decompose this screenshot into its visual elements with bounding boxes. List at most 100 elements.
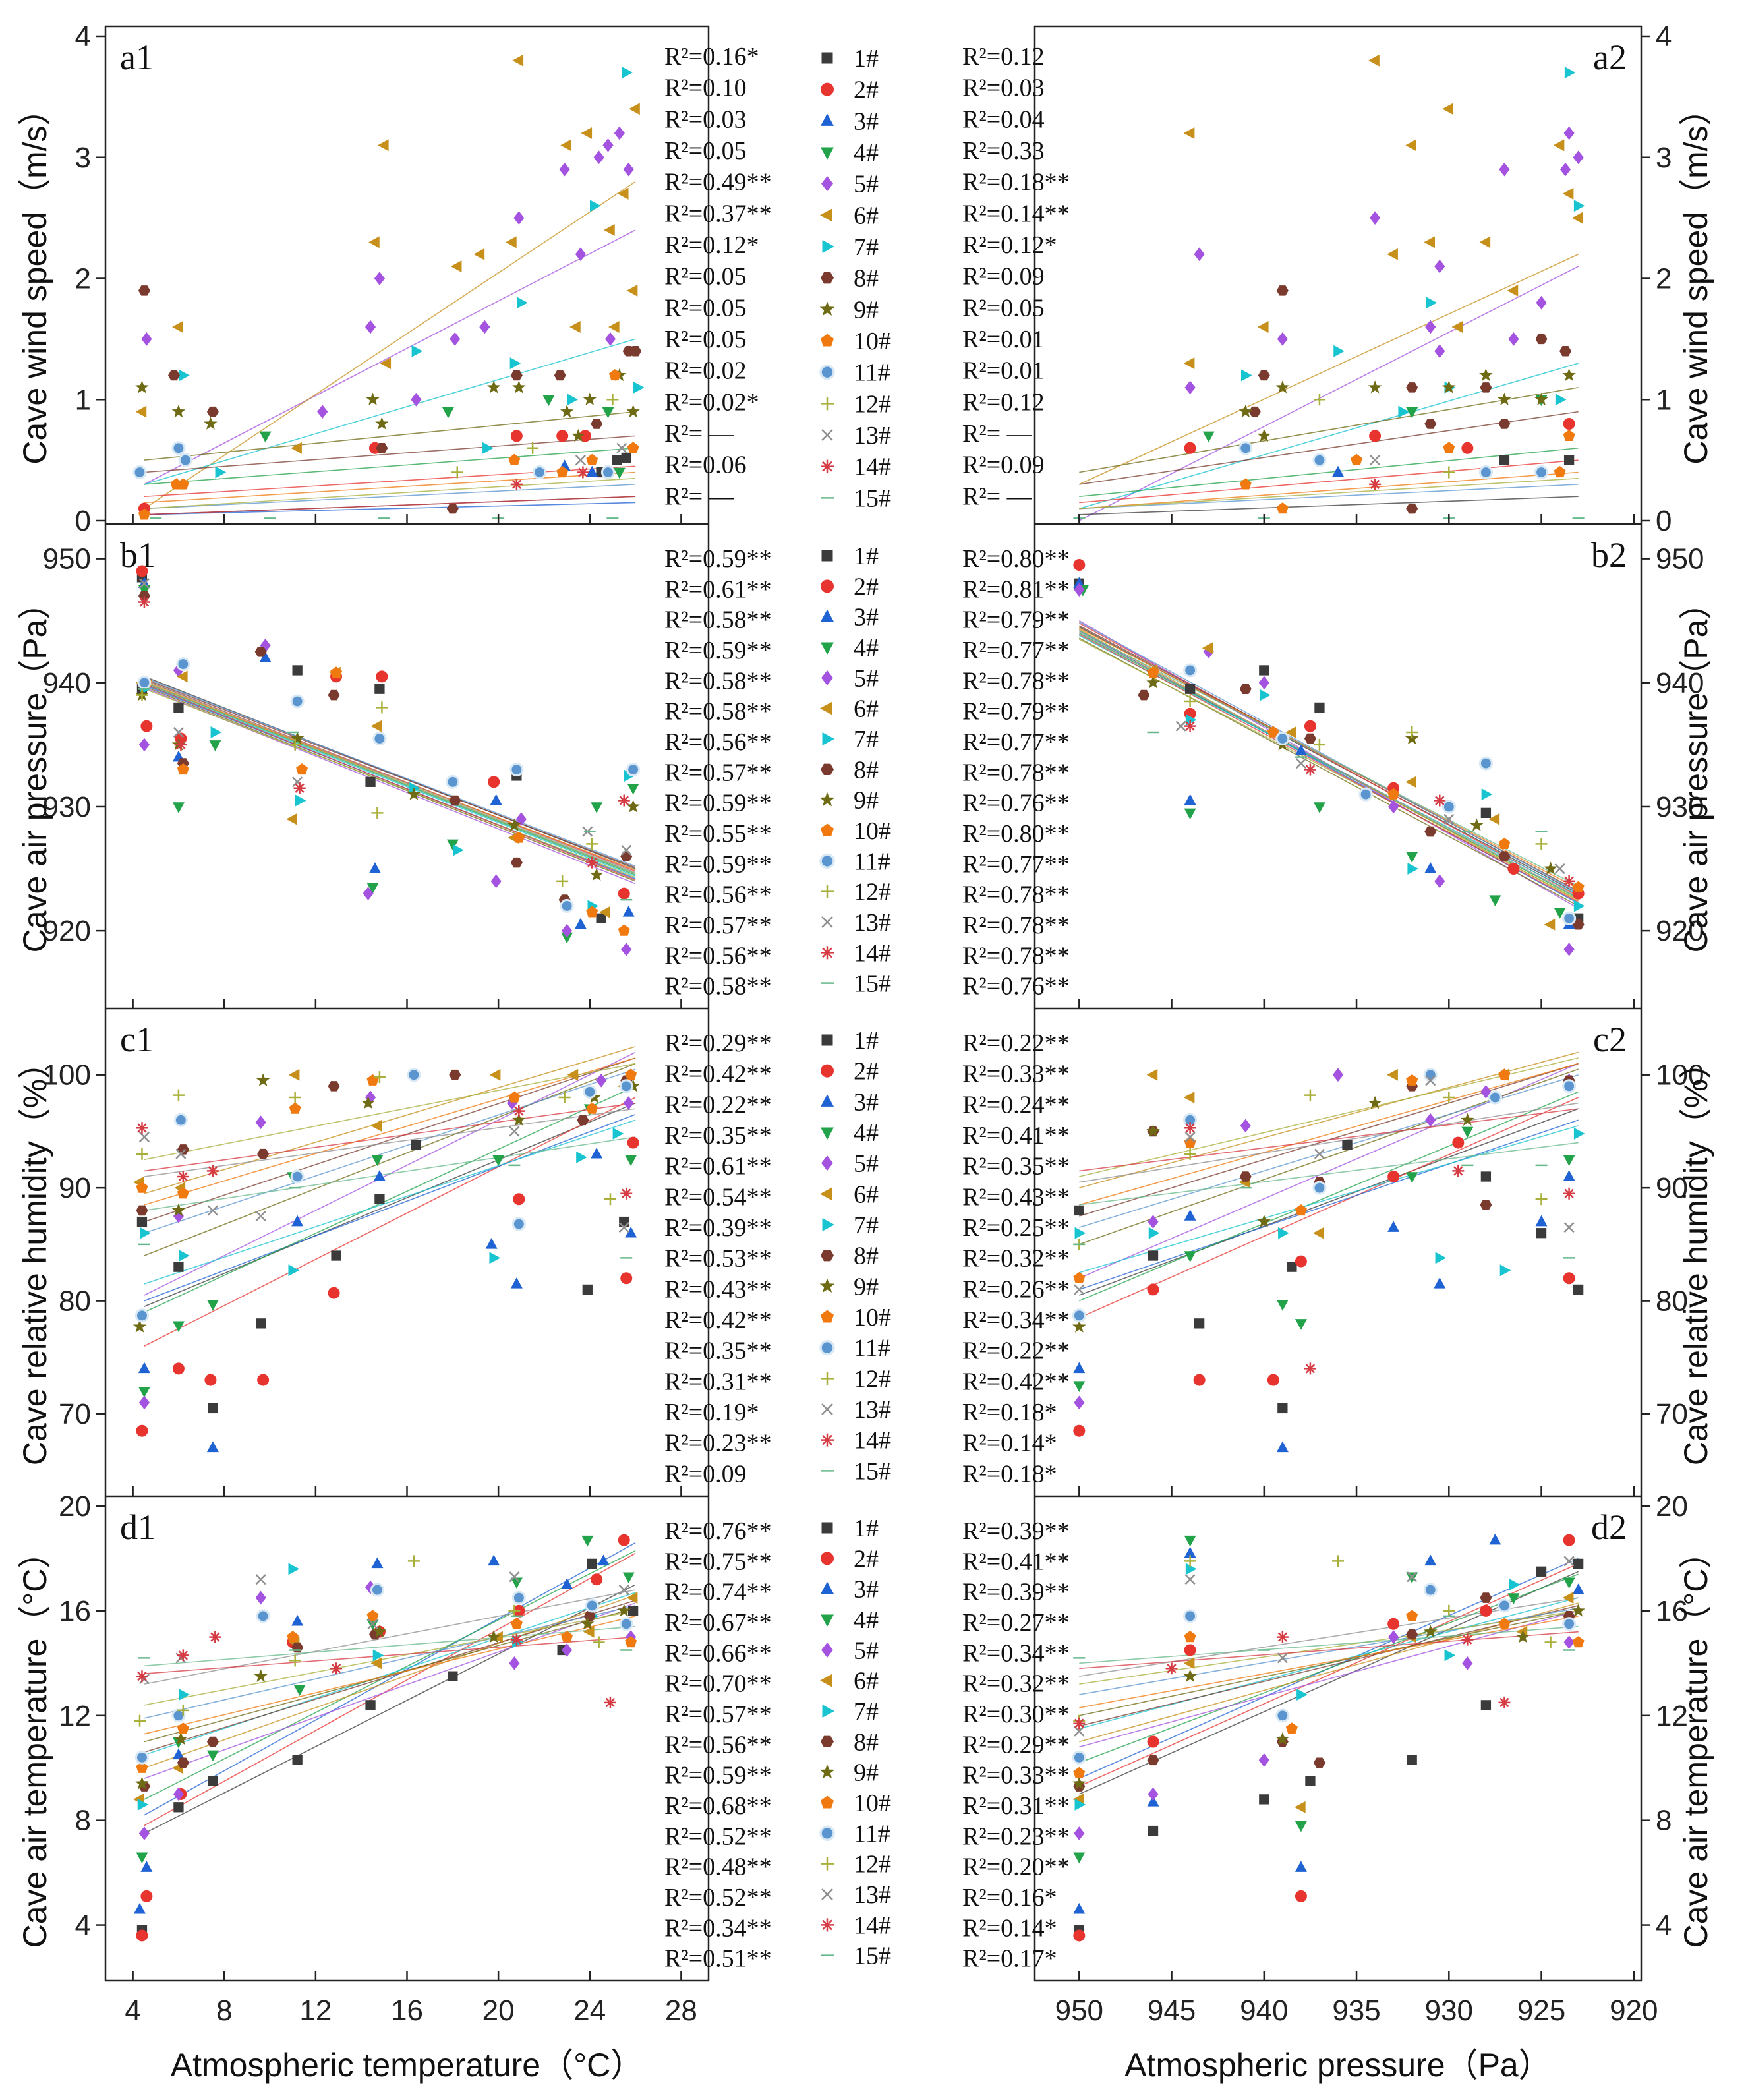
r2-label: R²=0.02* <box>664 388 759 416</box>
point-3 <box>138 1362 150 1374</box>
point-12 <box>1443 466 1455 479</box>
point-2 <box>1184 1644 1196 1656</box>
r2-label: R²=0.56** <box>664 728 772 756</box>
fit-line-14 <box>144 1636 636 1675</box>
point-7 <box>179 369 190 382</box>
point-14 <box>510 1633 523 1646</box>
fit-line-8 <box>144 1600 636 1753</box>
point-7 <box>633 381 645 394</box>
point-11 <box>173 1113 188 1127</box>
r2-label: R²=0.35** <box>664 1122 772 1150</box>
point-4 <box>591 802 603 813</box>
point-10 <box>177 478 189 490</box>
point-8 <box>1258 370 1270 381</box>
r2-label: R²=0.53** <box>664 1245 772 1273</box>
point-4 <box>1313 802 1325 813</box>
point-11 <box>290 694 305 709</box>
r2-label: R²=0.80** <box>962 545 1070 573</box>
legend-marker-10 <box>821 1310 834 1323</box>
point-3 <box>510 1277 523 1289</box>
legend-marker-1 <box>821 550 833 562</box>
point-6 <box>288 1068 300 1081</box>
point-13 <box>1425 1075 1436 1086</box>
point-7 <box>1398 405 1410 418</box>
point-1 <box>1407 1755 1417 1765</box>
fit-line-1 <box>144 676 636 869</box>
x-tick-label: 16 <box>391 1995 423 2027</box>
point-6 <box>608 321 620 333</box>
panel-d2: 4 8 12 16 20 Cave air temperature（°C） d2 R²=0.3… <box>962 1490 1714 2084</box>
point-5 <box>602 138 614 152</box>
point-11 <box>1072 1750 1086 1765</box>
point-5 <box>1388 800 1399 814</box>
point-12 <box>527 442 539 454</box>
point-13 <box>621 844 632 856</box>
point-3 <box>371 1557 384 1569</box>
point-13 <box>618 1585 629 1596</box>
legend-marker-12 <box>821 397 834 411</box>
fit-line-12 <box>1079 1057 1579 1177</box>
r2-label: R²=0.80** <box>962 820 1070 848</box>
legend-label: 7# <box>854 1211 879 1239</box>
point-4 <box>209 740 221 751</box>
point-14 <box>1165 1662 1178 1675</box>
point-8 <box>629 345 642 357</box>
point-2 <box>136 565 148 577</box>
point-7 <box>567 394 578 406</box>
r2-label: R²=0.31** <box>664 1368 772 1395</box>
point-10 <box>1285 1722 1298 1734</box>
point-9 <box>1257 428 1271 442</box>
point-7 <box>622 67 633 79</box>
point-3 <box>488 1554 500 1566</box>
point-14 <box>177 1649 189 1662</box>
point-8 <box>136 1205 148 1216</box>
point-6 <box>1183 127 1195 139</box>
r2-label: R²=0.81** <box>962 575 1070 603</box>
point-12 <box>593 1636 605 1648</box>
point-7 <box>1333 345 1345 357</box>
point-4 <box>1461 1126 1474 1138</box>
point-2 <box>1452 1136 1465 1149</box>
point-3 <box>172 1748 185 1760</box>
r2-label: R²=0.29** <box>962 1731 1070 1759</box>
fit-line-14 <box>144 683 636 881</box>
point-6 <box>1488 813 1500 825</box>
point-9 <box>1516 1629 1530 1643</box>
panel-label: c1 <box>120 1020 154 1059</box>
point-14 <box>1369 478 1382 490</box>
point-5 <box>138 1395 150 1410</box>
r2-label: R²=0.14* <box>962 1914 1057 1942</box>
r2-label: R²=0.41** <box>962 1122 1070 1150</box>
fit-line-10 <box>144 1057 636 1206</box>
point-12 <box>1313 394 1325 406</box>
point-5 <box>1563 1635 1575 1649</box>
point-7 <box>1564 67 1576 79</box>
point-1 <box>365 776 376 787</box>
point-13 <box>1074 1284 1085 1295</box>
point-6 <box>1451 321 1463 333</box>
point-2 <box>618 887 630 900</box>
point-7 <box>482 442 494 454</box>
y-axis-label: Cave wind speed（m/s） <box>1677 92 1714 464</box>
point-2 <box>136 1929 148 1942</box>
fit-line-4 <box>1079 447 1579 498</box>
r2-label: R²=0.12* <box>664 231 759 259</box>
r2-label: R²=0.05 <box>962 294 1045 322</box>
point-1 <box>627 1606 639 1616</box>
point-11 <box>511 1590 526 1605</box>
r2-label: R²=0.75** <box>664 1548 772 1575</box>
legend-4: 1# 2# 3#4# 5# 6# 7#8# 9# 10# 11# 12#13#14# 15# <box>819 1515 891 1970</box>
point-5 <box>509 1656 520 1670</box>
r2-label: R²=0.59** <box>664 637 772 664</box>
point-6 <box>1553 139 1565 152</box>
point-7 <box>1185 714 1197 726</box>
point-3 <box>485 1237 498 1249</box>
y-tick-label: 940 <box>1656 667 1704 699</box>
r2-label: R²=0.16* <box>664 43 759 71</box>
legend-label: 12# <box>854 1851 891 1879</box>
point-7 <box>1426 297 1438 309</box>
r2-label: R²=0.39** <box>962 1517 1070 1545</box>
point-3 <box>1073 1902 1086 1914</box>
point-2 <box>556 430 569 442</box>
point-13 <box>1295 758 1306 769</box>
